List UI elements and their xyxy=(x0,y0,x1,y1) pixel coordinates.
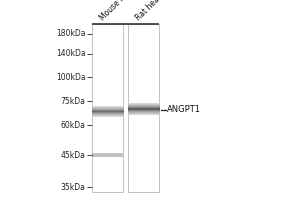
Bar xyxy=(128,24,159,192)
Text: 140kDa: 140kDa xyxy=(56,49,85,58)
Text: 35kDa: 35kDa xyxy=(61,182,85,192)
Text: 100kDa: 100kDa xyxy=(56,72,85,82)
Text: 60kDa: 60kDa xyxy=(61,120,85,130)
Text: Rat heart: Rat heart xyxy=(134,0,166,22)
Bar xyxy=(92,24,123,192)
Bar xyxy=(92,153,123,157)
Text: 45kDa: 45kDa xyxy=(61,150,85,160)
Text: 75kDa: 75kDa xyxy=(61,97,85,106)
Text: Mouse heart: Mouse heart xyxy=(98,0,138,22)
Text: 180kDa: 180kDa xyxy=(56,29,86,38)
Text: ANGPT1: ANGPT1 xyxy=(167,106,200,114)
